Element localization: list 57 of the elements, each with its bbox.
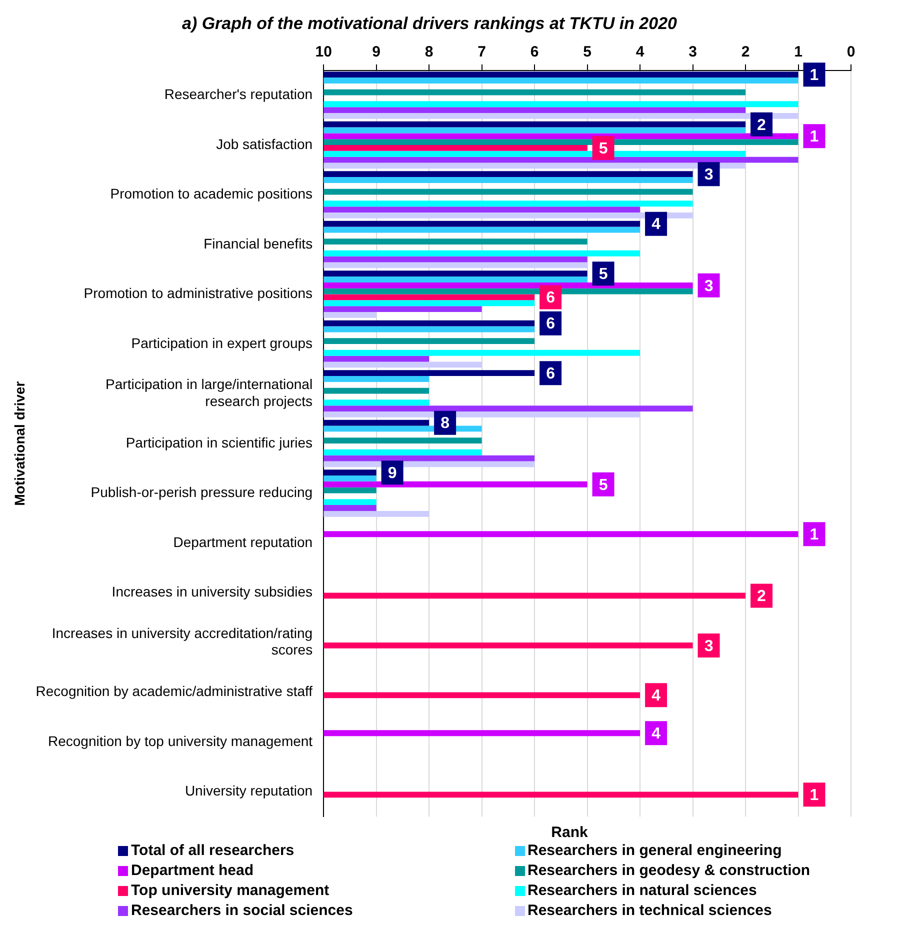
y-tick-label: Job satisfaction <box>216 136 313 152</box>
chart-title: a) Graph of the motivational drivers rankings at TKTU in 2020 <box>182 14 678 33</box>
legend-label: Top university management <box>131 881 330 901</box>
x-tick-label: 9 <box>372 44 380 61</box>
data-label: 6 <box>546 290 556 307</box>
legend-label: Total of all researchers <box>131 841 294 861</box>
y-tick-label: Participation in expert groups <box>131 334 313 351</box>
y-tick-label: Promotion to administrative positions <box>84 285 313 302</box>
legend-label: Researchers in technical sciences <box>528 901 772 921</box>
x-axis-title: Rank <box>550 824 589 841</box>
data-label: 1 <box>810 787 819 804</box>
y-axis-title: Motivational driver <box>11 380 28 506</box>
y-tick-label: University reputation <box>184 782 313 799</box>
data-label: 3 <box>704 166 714 184</box>
x-tick-label: 8 <box>424 44 434 61</box>
data-label: 6 <box>546 316 556 333</box>
data-label: 5 <box>598 140 608 158</box>
data-label: 3 <box>704 278 714 295</box>
data-label: 1 <box>810 128 819 146</box>
data-label: 2 <box>757 116 766 134</box>
data-label: 9 <box>388 464 397 482</box>
data-label: 4 <box>652 216 661 234</box>
x-tick-label: 10 <box>315 44 332 61</box>
x-tick-label: 1 <box>794 44 802 61</box>
x-tick-label: 7 <box>478 44 486 61</box>
y-tick-label: Increases in university accreditation/rating scores <box>52 624 313 658</box>
legend-label: Researchers in general engineering <box>528 841 782 861</box>
data-label: 5 <box>598 266 608 283</box>
x-tick-label: 4 <box>636 44 645 61</box>
y-tick-label: Promotion to academic positions <box>110 186 313 202</box>
legend-label: Researchers in geodesy & construction <box>528 861 810 881</box>
y-tick-label: Increases in university subsidies <box>112 584 313 600</box>
y-tick-label: Participation in scientific juries <box>126 434 313 450</box>
x-tick-label: 6 <box>530 44 539 61</box>
data-label: 1 <box>810 526 819 544</box>
data-label: 2 <box>757 588 766 606</box>
data-label: 4 <box>652 688 661 705</box>
x-tick-label: 0 <box>846 44 856 61</box>
x-tick-label: 2 <box>741 44 750 61</box>
y-tick-label: Department reputation <box>173 534 313 550</box>
y-tick-label: Researcher's reputation <box>164 86 313 102</box>
x-tick-label: 3 <box>688 44 697 61</box>
data-label: 4 <box>652 726 661 743</box>
y-tick-label: Financial benefits <box>204 235 313 252</box>
data-label: 6 <box>546 365 556 382</box>
x-tick-label: 5 <box>583 44 592 61</box>
y-tick-label: Recognition by top university management <box>48 732 313 749</box>
data-label: 3 <box>704 638 714 655</box>
y-tick-label: Publish-or-perish pressure reducing <box>90 484 313 500</box>
data-label: 1 <box>810 67 819 84</box>
y-tick-label: Recognition by academic/administrative staff <box>36 683 313 700</box>
legend-label: Researchers in social sciences <box>131 901 353 921</box>
data-label: 8 <box>440 415 450 432</box>
legend-label: Department head <box>131 861 254 881</box>
data-label: 5 <box>598 476 608 494</box>
y-tick-label: Participation in large/international research projects <box>106 376 313 410</box>
legend-label: Researchers in natural sciences <box>528 881 757 901</box>
